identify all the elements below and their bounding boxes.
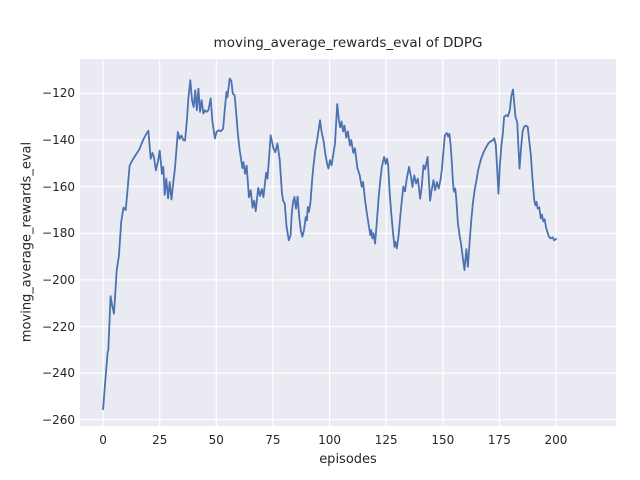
y-tick-label: −140 bbox=[42, 133, 75, 148]
y-tick-label: −180 bbox=[42, 226, 75, 241]
axes-background bbox=[80, 59, 616, 426]
x-axis-label: episodes bbox=[319, 452, 377, 467]
x-tick-label: 75 bbox=[265, 433, 281, 447]
x-tick-label: 50 bbox=[208, 433, 224, 447]
y-tick-label: −260 bbox=[42, 412, 75, 427]
y-tick-label: −120 bbox=[42, 86, 75, 101]
x-tick-label: 0 bbox=[99, 433, 107, 447]
y-tick-label: −200 bbox=[42, 272, 75, 287]
y-axis-label: moving_average_rewards_eval bbox=[19, 141, 35, 343]
chart-title: moving_average_rewards_eval of DDPG bbox=[213, 35, 483, 51]
y-tick-label: −220 bbox=[42, 319, 75, 334]
y-tick-label: −160 bbox=[42, 179, 75, 194]
x-tick-label: 175 bbox=[487, 433, 511, 447]
x-tick-label: 200 bbox=[544, 433, 568, 447]
x-tick-label: 125 bbox=[374, 433, 398, 447]
x-tick-label: 25 bbox=[152, 433, 168, 447]
series-line bbox=[102, 77, 557, 411]
x-tick-label: 100 bbox=[318, 433, 341, 447]
x-tick-label: 150 bbox=[431, 433, 455, 447]
y-tick-label: −240 bbox=[42, 366, 75, 381]
